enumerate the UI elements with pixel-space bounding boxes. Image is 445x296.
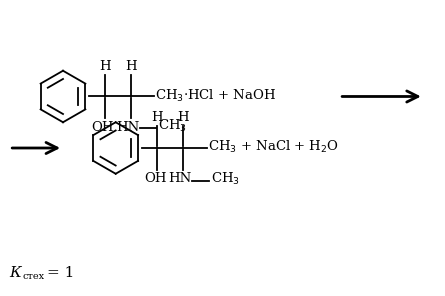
Text: H: H — [178, 111, 189, 124]
Text: H: H — [99, 60, 110, 73]
Text: CH$_3$ + NaCl + H$_2$O: CH$_3$ + NaCl + H$_2$O — [208, 139, 339, 155]
Text: H: H — [125, 60, 136, 73]
Text: стех: стех — [22, 272, 44, 281]
Text: К: К — [9, 266, 21, 280]
Text: CH$_3$·HCl + NaOH: CH$_3$·HCl + NaOH — [155, 87, 276, 104]
Text: OH: OH — [144, 172, 167, 185]
Text: CH$_3$: CH$_3$ — [158, 118, 187, 134]
Text: CH$_3$: CH$_3$ — [211, 171, 240, 187]
Text: OH: OH — [92, 121, 114, 134]
Text: HN: HN — [169, 172, 192, 185]
Text: HN: HN — [116, 121, 139, 134]
Text: H: H — [152, 111, 163, 124]
Text: = 1: = 1 — [47, 266, 74, 280]
